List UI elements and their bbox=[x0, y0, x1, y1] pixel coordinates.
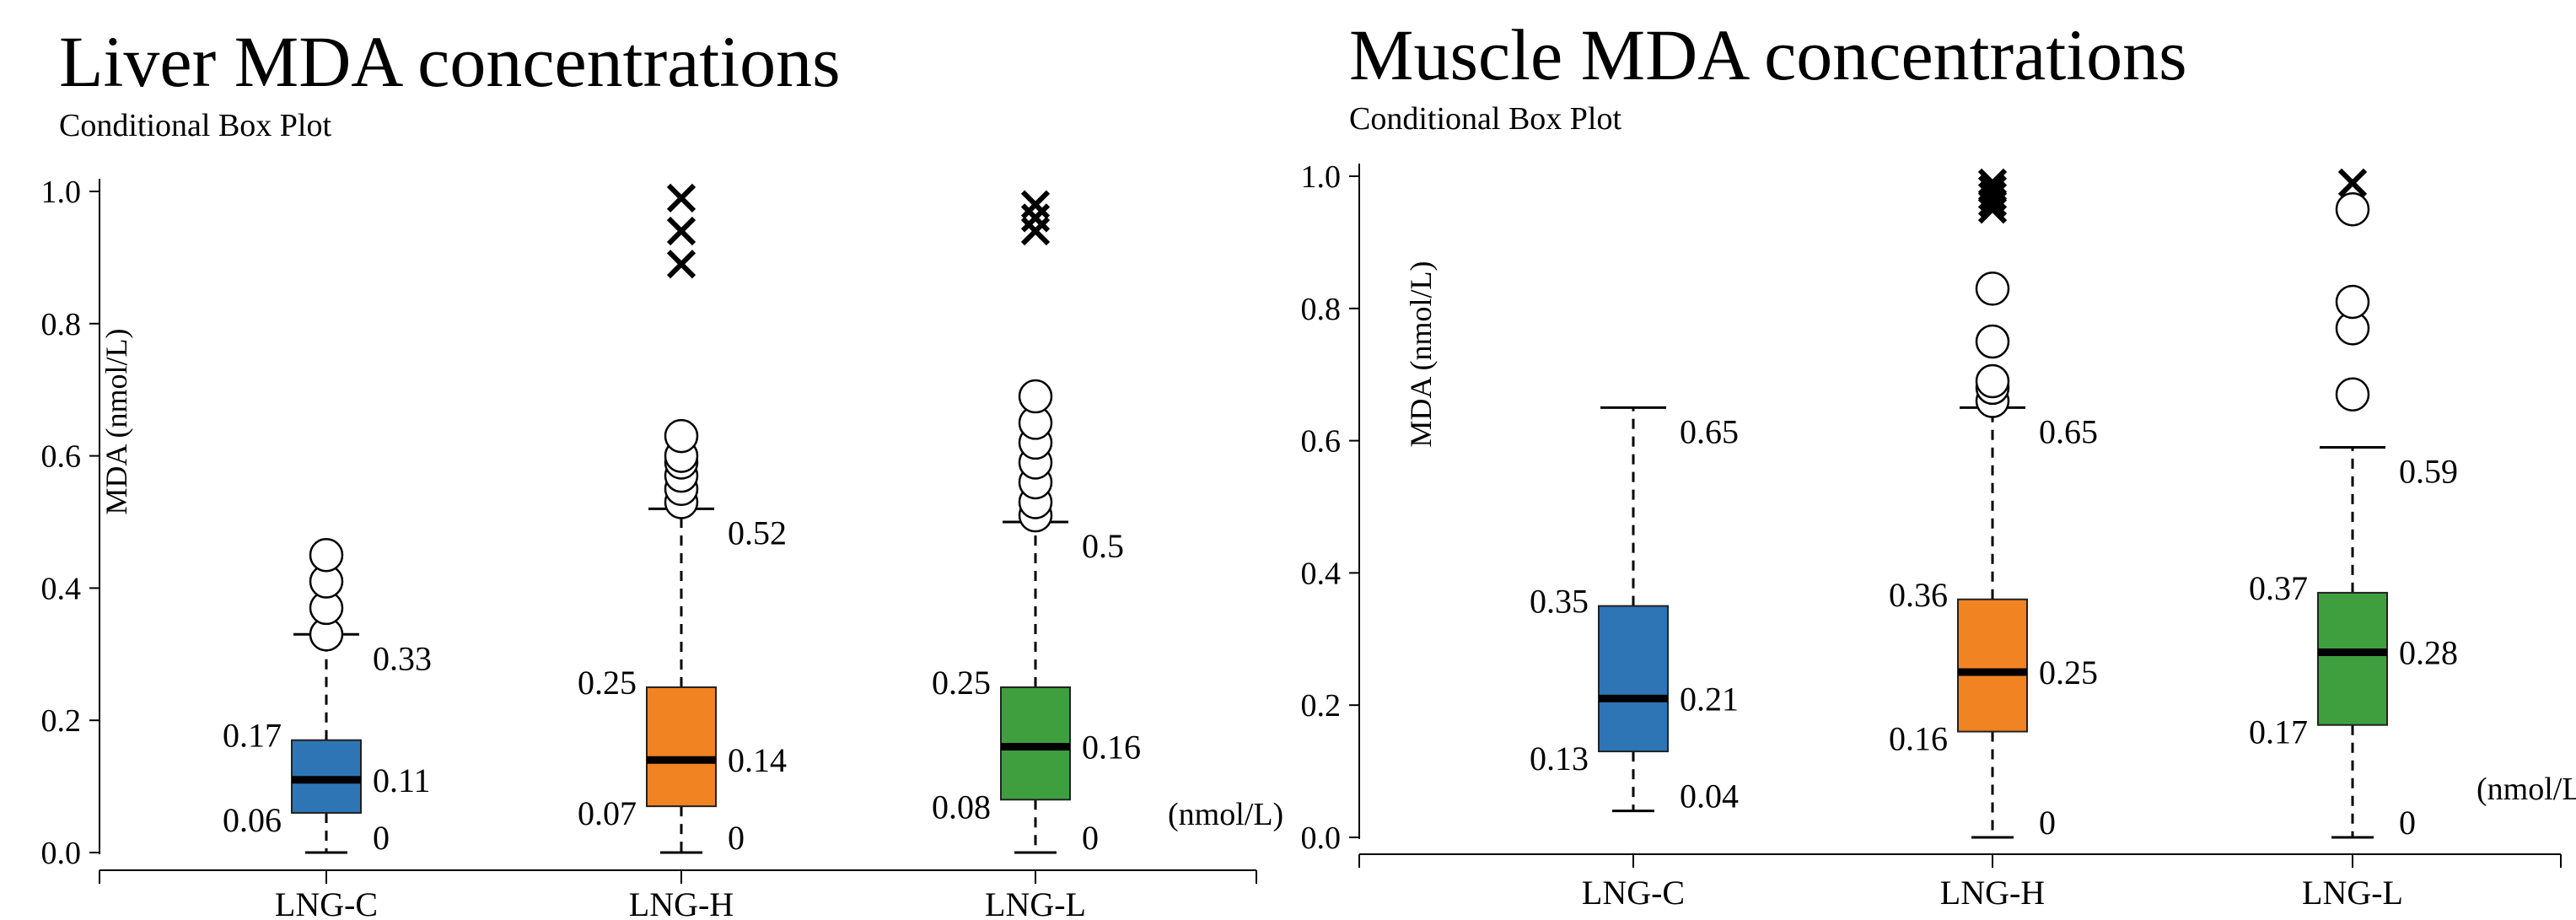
liver-box-plot: 0.0 0.2 0.4 0.6 0.8 1.0 MDA (nmol/L) (nmol/L) LN… bbox=[41, 175, 1284, 920]
y-tick-label: 0.6 bbox=[1301, 424, 1342, 460]
outlier-point bbox=[2335, 284, 2370, 320]
extreme-cross bbox=[1020, 216, 1051, 246]
x-tick-label: LNG-C bbox=[275, 885, 378, 920]
upper-whisker-label: 0.5 bbox=[1082, 527, 1124, 565]
y-tick-label: 1.0 bbox=[1301, 159, 1342, 195]
q3-label: 0.17 bbox=[223, 717, 282, 755]
extreme-cross bbox=[2337, 168, 2368, 197]
extreme-point bbox=[666, 183, 696, 213]
q3-label: 0.25 bbox=[578, 664, 637, 702]
y-tick-label: 0.2 bbox=[1301, 688, 1342, 724]
extreme-point bbox=[666, 216, 696, 246]
outlier-point bbox=[2335, 377, 2370, 412]
upper-whisker-label: 0.52 bbox=[728, 514, 787, 551]
median-label: 0.16 bbox=[1082, 729, 1141, 767]
y-axis-label: MDA (nmol/L) bbox=[99, 329, 133, 515]
x-tick-label: LNG-C bbox=[1582, 874, 1685, 912]
outlier-point bbox=[1975, 272, 2010, 306]
extreme-point bbox=[1020, 203, 1051, 233]
upper-whisker-label: 0.65 bbox=[2039, 412, 2098, 450]
y-tick-label: 0.8 bbox=[1301, 292, 1342, 327]
chart-title: Muscle MDA concentrations bbox=[1349, 14, 2187, 95]
median-label: 0.25 bbox=[2039, 654, 2098, 691]
box-lng-l bbox=[2317, 591, 2388, 726]
lower-whisker-label: 0 bbox=[373, 819, 390, 857]
extreme-cross bbox=[1977, 175, 2008, 204]
y-tick-label: 0.4 bbox=[41, 571, 82, 606]
extreme-point bbox=[1020, 190, 1051, 219]
chart-subtitle: Conditional Box Plot bbox=[1349, 101, 1622, 137]
extreme-cross bbox=[666, 216, 696, 246]
extreme-point bbox=[1020, 216, 1051, 246]
extreme-point bbox=[2337, 168, 2368, 197]
outlier-point bbox=[309, 537, 344, 573]
extreme-cross bbox=[1020, 203, 1051, 233]
box-lng-h bbox=[646, 686, 717, 808]
x-tick-label: LNG-H bbox=[1940, 874, 2045, 912]
extreme-point bbox=[1977, 175, 2008, 204]
y-tick-label: 0.8 bbox=[41, 307, 82, 342]
outlier-point bbox=[1018, 379, 1053, 414]
q1-label: 0.08 bbox=[932, 788, 991, 826]
upper-whisker-label: 0.33 bbox=[373, 639, 432, 677]
upper-whisker-label: 0.59 bbox=[2399, 452, 2458, 490]
y-tick-label: 0.4 bbox=[1301, 556, 1342, 591]
y-axis-label: MDA (nmol/L) bbox=[1404, 261, 1438, 448]
q3-label: 0.36 bbox=[1889, 576, 1948, 614]
unit-label: (nmol/L) bbox=[1168, 797, 1283, 832]
y-tick-label: 0.6 bbox=[41, 439, 82, 475]
lower-whisker-label: 0 bbox=[2039, 804, 2056, 842]
chart-title: Liver MDA concentrations bbox=[59, 21, 841, 102]
outlier-point bbox=[2335, 191, 2370, 227]
extreme-cross bbox=[1977, 181, 2008, 211]
liver-chart-panel: Liver MDA concentrations Conditional Box… bbox=[41, 21, 1284, 920]
q3-label: 0.25 bbox=[932, 664, 991, 702]
extreme-cross bbox=[666, 183, 696, 213]
q1-label: 0.07 bbox=[578, 794, 637, 832]
upper-whisker-label: 0.65 bbox=[1680, 412, 1739, 450]
outlier-point bbox=[1975, 363, 2010, 399]
muscle-chart-panel: Muscle MDA concentrations Conditional Bo… bbox=[1288, 0, 2576, 920]
lower-whisker-label: 0 bbox=[1082, 819, 1099, 857]
extreme-point bbox=[1977, 181, 2008, 211]
median-label: 0.14 bbox=[728, 741, 787, 779]
q1-label: 0.17 bbox=[2249, 713, 2308, 751]
chart-subtitle: Conditional Box Plot bbox=[59, 108, 332, 143]
extreme-cross bbox=[666, 250, 696, 279]
x-tick-label: LNG-L bbox=[2302, 874, 2403, 912]
median-label: 0.21 bbox=[1680, 680, 1739, 718]
outlier-point bbox=[664, 418, 699, 454]
box-lng-c bbox=[1598, 605, 1669, 753]
x-tick-label: LNG-L bbox=[985, 885, 1086, 920]
unit-label: (nmol/L) bbox=[2477, 772, 2576, 807]
y-tick-label: 0.2 bbox=[41, 703, 82, 739]
q3-label: 0.35 bbox=[1530, 583, 1589, 621]
median-label: 0.11 bbox=[373, 761, 431, 799]
box-lng-h bbox=[1957, 598, 2028, 733]
muscle-box-plot: 0.0 0.2 0.4 0.6 0.8 1.0 MDA (nmol/L) (nmol/L) LN… bbox=[1301, 159, 2576, 912]
extreme-point bbox=[1977, 168, 2008, 197]
y-tick-label: 0.0 bbox=[1301, 820, 1342, 856]
q1-label: 0.16 bbox=[1889, 720, 1948, 758]
y-tick-label: 1.0 bbox=[41, 175, 82, 210]
x-tick-label: LNG-H bbox=[629, 885, 734, 920]
median-label: 0.28 bbox=[2399, 633, 2458, 671]
q1-label: 0.06 bbox=[223, 801, 282, 839]
extreme-cross bbox=[1020, 190, 1051, 219]
lower-whisker-label: 0 bbox=[728, 819, 745, 857]
extreme-point bbox=[666, 250, 696, 279]
y-tick-label: 0.0 bbox=[41, 836, 82, 871]
q1-label: 0.13 bbox=[1530, 740, 1589, 777]
lower-whisker-label: 0.04 bbox=[1680, 777, 1739, 815]
lower-whisker-label: 0 bbox=[2399, 804, 2416, 842]
extreme-cross bbox=[1977, 168, 2008, 197]
q3-label: 0.37 bbox=[2249, 569, 2308, 607]
outlier-point bbox=[1975, 324, 2010, 359]
